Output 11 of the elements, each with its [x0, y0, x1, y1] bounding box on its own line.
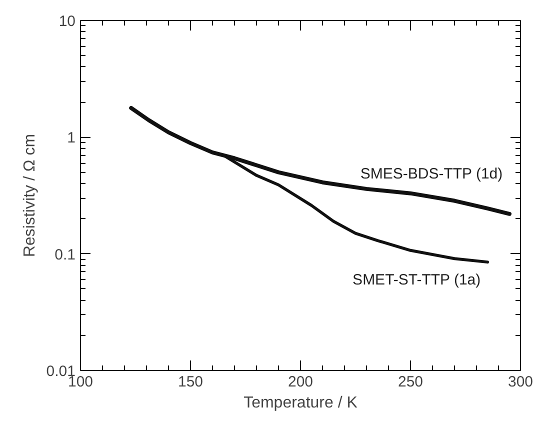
x-tick-label: 200: [288, 374, 314, 390]
x-axis-title: Temperature / K: [244, 394, 358, 412]
x-tick-label: 150: [178, 374, 204, 390]
y-axis-title: Resistivity / Ω cm: [21, 134, 38, 258]
series-label: SMET-ST-TTP (1a): [352, 272, 481, 289]
y-tick-label: 0.1: [54, 246, 76, 264]
series-label: SMES-BDS-TTP (1d): [360, 165, 503, 182]
x-tick-label: 250: [398, 374, 424, 390]
y-tick-label: 1: [67, 130, 76, 147]
y-tick-label: 10: [58, 13, 76, 30]
x-tick-label: 300: [508, 374, 534, 390]
